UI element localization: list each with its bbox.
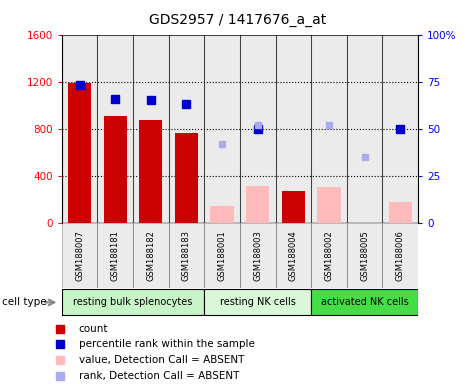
Text: GSM188003: GSM188003 (253, 230, 262, 281)
Bar (240, 223, 276, 288)
Text: activated NK cells: activated NK cells (321, 297, 408, 308)
Text: GSM188004: GSM188004 (289, 230, 298, 281)
Text: GSM188005: GSM188005 (360, 230, 369, 281)
Bar (240, 35, 276, 223)
Bar (311, 290, 418, 315)
Bar (133, 35, 169, 223)
Bar (62, 35, 97, 223)
Bar (311, 35, 347, 223)
Bar (68, 83, 91, 223)
Bar (204, 35, 240, 223)
Text: GSM188183: GSM188183 (182, 230, 191, 281)
Bar (282, 191, 305, 223)
Text: GSM188001: GSM188001 (218, 230, 227, 281)
Text: rank, Detection Call = ABSENT: rank, Detection Call = ABSENT (79, 371, 239, 381)
Text: GSM188002: GSM188002 (324, 230, 333, 281)
Text: value, Detection Call = ABSENT: value, Detection Call = ABSENT (79, 355, 244, 365)
Bar (347, 223, 382, 288)
Bar (104, 116, 127, 223)
Text: resting NK cells: resting NK cells (220, 297, 295, 308)
Bar (97, 223, 133, 288)
Bar (62, 290, 204, 315)
Bar (133, 223, 169, 288)
Text: GSM188007: GSM188007 (75, 230, 84, 281)
Text: GDS2957 / 1417676_a_at: GDS2957 / 1417676_a_at (149, 13, 326, 27)
Bar (311, 223, 347, 288)
Bar (246, 186, 269, 223)
Bar (382, 223, 418, 288)
Bar (347, 35, 382, 223)
Bar (317, 187, 341, 223)
Text: resting bulk splenocytes: resting bulk splenocytes (73, 297, 193, 308)
Bar (175, 133, 198, 223)
Bar (204, 290, 311, 315)
Bar (210, 206, 234, 223)
Bar (169, 35, 204, 223)
Bar (139, 121, 162, 223)
Bar (389, 202, 412, 223)
Text: cell type: cell type (2, 297, 47, 308)
Bar (62, 223, 97, 288)
Bar (169, 223, 204, 288)
Bar (382, 35, 418, 223)
Text: count: count (79, 324, 108, 334)
Bar (97, 35, 133, 223)
Bar (276, 35, 311, 223)
Text: GSM188181: GSM188181 (111, 230, 120, 281)
Text: percentile rank within the sample: percentile rank within the sample (79, 339, 255, 349)
Bar (204, 223, 240, 288)
Text: GSM188006: GSM188006 (396, 230, 405, 281)
Bar (276, 223, 311, 288)
Text: GSM188182: GSM188182 (146, 230, 155, 281)
